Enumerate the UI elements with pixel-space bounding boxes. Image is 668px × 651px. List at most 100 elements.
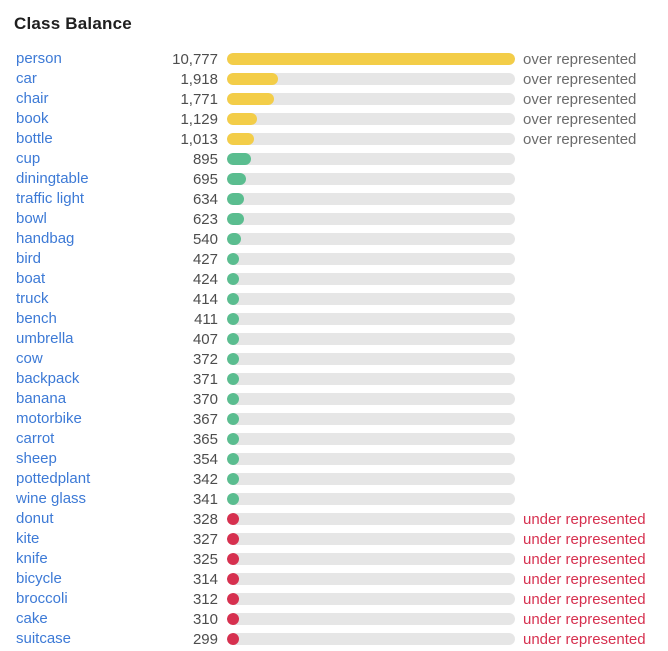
bar-fill — [227, 93, 274, 105]
class-name-link[interactable]: bench — [16, 310, 57, 327]
class-row: bench 411 — [0, 309, 668, 329]
bar-track — [227, 273, 515, 285]
class-name-link[interactable]: suitcase — [16, 630, 72, 647]
count-value: 367 — [192, 410, 218, 428]
bar-track — [227, 533, 515, 545]
class-row: diningtable 695 — [0, 169, 668, 189]
page-title: Class Balance — [14, 14, 132, 33]
class-name-link[interactable]: bottle — [16, 130, 53, 147]
class-row: bowl 623 — [0, 209, 668, 229]
bar-track — [227, 413, 515, 425]
class-name-link[interactable]: carrot — [16, 430, 55, 447]
status-label: over represented — [523, 90, 637, 108]
class-row: kite 327 under represented — [0, 529, 668, 549]
class-name-link[interactable]: broccoli — [16, 590, 68, 607]
class-name-link[interactable]: donut — [16, 510, 54, 527]
class-row: suitcase 299 under represented — [0, 629, 668, 649]
status-label: under represented — [523, 590, 646, 608]
status-label: under represented — [523, 510, 646, 528]
bar-track — [227, 73, 515, 85]
bar-fill — [227, 353, 239, 365]
class-name-link[interactable]: cow — [16, 350, 43, 367]
count-value: 424 — [192, 270, 218, 288]
class-name-link[interactable]: handbag — [16, 230, 75, 247]
bar-fill — [227, 233, 241, 245]
bar-fill — [227, 633, 239, 645]
bar-track — [227, 293, 515, 305]
status-label: over represented — [523, 50, 637, 68]
class-name-link[interactable]: bird — [16, 250, 42, 267]
bar-fill — [227, 493, 239, 505]
status-label: over represented — [523, 70, 637, 88]
bar-fill — [227, 313, 239, 325]
class-name-link[interactable]: cup — [16, 150, 41, 167]
class-balance-list: person 10,777 over represented car 1,918… — [0, 49, 668, 649]
class-row: banana 370 — [0, 389, 668, 409]
class-row: broccoli 312 under represented — [0, 589, 668, 609]
class-row: chair 1,771 over represented — [0, 89, 668, 109]
bar-fill — [227, 273, 239, 285]
count-value: 1,013 — [180, 130, 218, 148]
class-row: wine glass 341 — [0, 489, 668, 509]
count-value: 372 — [192, 350, 218, 368]
count-value: 895 — [192, 150, 218, 168]
class-name-link[interactable]: motorbike — [16, 410, 82, 427]
class-name-link[interactable]: chair — [16, 90, 49, 107]
bar-fill — [227, 433, 239, 445]
class-name-link[interactable]: backpack — [16, 370, 80, 387]
class-name-link[interactable]: diningtable — [16, 170, 89, 187]
count-value: 10,777 — [172, 50, 218, 68]
class-row: sheep 354 — [0, 449, 668, 469]
class-row: cake 310 under represented — [0, 609, 668, 629]
class-name-link[interactable]: traffic light — [16, 190, 85, 207]
bar-fill — [227, 73, 278, 85]
bar-fill — [227, 393, 239, 405]
bar-fill — [227, 533, 239, 545]
status-label: under represented — [523, 610, 646, 628]
bar-fill — [227, 113, 257, 125]
class-name-link[interactable]: bicycle — [16, 570, 62, 587]
class-name-link[interactable]: bowl — [16, 210, 47, 227]
bar-track — [227, 133, 515, 145]
bar-fill — [227, 133, 254, 145]
class-name-link[interactable]: book — [16, 110, 49, 127]
count-value: 695 — [192, 170, 218, 188]
class-row: donut 328 under represented — [0, 509, 668, 529]
bar-track — [227, 253, 515, 265]
class-name-link[interactable]: banana — [16, 390, 67, 407]
class-row: truck 414 — [0, 289, 668, 309]
class-name-link[interactable]: truck — [16, 290, 49, 307]
class-row: book 1,129 over represented — [0, 109, 668, 129]
count-value: 634 — [192, 190, 218, 208]
bar-fill — [227, 333, 239, 345]
class-row: traffic light 634 — [0, 189, 668, 209]
bar-fill — [227, 413, 239, 425]
bar-track — [227, 153, 515, 165]
class-name-link[interactable]: sheep — [16, 450, 57, 467]
class-name-link[interactable]: cake — [16, 610, 48, 627]
class-name-link[interactable]: person — [16, 50, 62, 67]
class-name-link[interactable]: wine glass — [16, 490, 87, 507]
bar-fill — [227, 193, 244, 205]
status-label: over represented — [523, 110, 637, 128]
bar-track — [227, 613, 515, 625]
class-name-link[interactable]: boat — [16, 270, 46, 287]
bar-track — [227, 393, 515, 405]
class-name-link[interactable]: umbrella — [16, 330, 74, 347]
status-label: under represented — [523, 570, 646, 588]
bar-track — [227, 313, 515, 325]
bar-fill — [227, 593, 239, 605]
class-name-link[interactable]: pottedplant — [16, 470, 91, 487]
class-name-link[interactable]: knife — [16, 550, 48, 567]
count-value: 370 — [192, 390, 218, 408]
bar-fill — [227, 513, 239, 525]
class-row: pottedplant 342 — [0, 469, 668, 489]
class-row: knife 325 under represented — [0, 549, 668, 569]
class-name-link[interactable]: kite — [16, 530, 40, 547]
bar-track — [227, 93, 515, 105]
class-name-link[interactable]: car — [16, 70, 37, 87]
status-label: under represented — [523, 550, 646, 568]
bar-fill — [227, 613, 239, 625]
count-value: 414 — [192, 290, 218, 308]
bar-fill — [227, 373, 239, 385]
